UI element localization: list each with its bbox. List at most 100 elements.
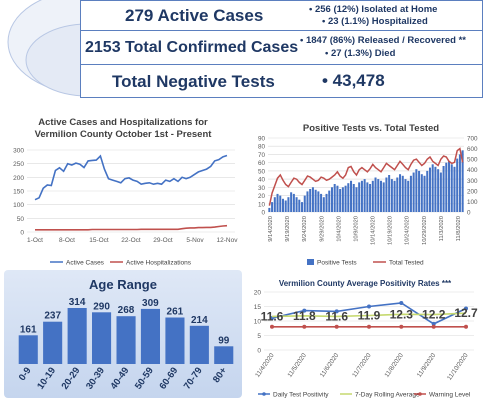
y-tick-label: 50 [17,216,25,223]
bar [442,166,445,212]
bar [393,180,396,212]
legend-total-tested: Total Tested [389,260,424,267]
x-tick-label: 22-Oct [121,237,141,244]
bar [426,170,429,212]
legend-positive-tests-swatch [307,259,314,265]
rolling-average-label: 11.9 [358,309,381,323]
age-bar [18,335,38,364]
bar [409,175,412,212]
y-right-tick-label: 400 [467,167,478,174]
x-tick-label: 11/4/2020 [254,352,276,379]
bar [388,175,391,212]
series-marker [464,306,468,311]
y-left-tick-label: 40 [258,177,266,184]
bar [295,197,298,212]
age-bar [67,308,87,364]
bar [314,189,317,212]
y-left-tick-label: 70 [258,152,266,159]
y-tick-label: 0 [257,348,261,355]
bar [363,179,366,212]
age-category-label: 50-59 [133,365,156,391]
bar [450,164,453,212]
bar [281,198,284,212]
age-category-label: 30-39 [84,365,107,391]
bar [306,191,309,212]
x-tick-label: 10/29/2020 [422,216,428,245]
age-bar [189,325,209,364]
x-tick-label: 11/8/2020 [456,216,462,241]
bar [374,177,377,212]
x-tick-label: 5-Nov [186,237,204,244]
chart4-title: Vermilion County Average Positivity Rate… [279,279,452,288]
series-marker [270,324,274,329]
chart3-title: Age Range [89,277,157,292]
bar [268,207,271,212]
y-right-tick-label: 600 [467,146,478,153]
x-tick-label: 11/7/2020 [351,352,373,379]
bar [279,195,282,212]
age-bar-value: 309 [142,298,159,309]
bar [287,197,290,212]
negative-tests-row: Total Negative Tests • 43,478 [80,64,483,98]
bar [303,195,306,212]
bar [322,197,325,212]
positivity-chart-panel: Vermilion County Average Positivity Rate… [246,270,489,400]
active-cases-row: 279 Active Cases • 256 (12%) Isolated at… [80,0,483,32]
age-bar [165,317,185,364]
bar [420,174,423,212]
bar [418,170,421,212]
series-line-total-tested [268,147,464,206]
series-line-active-cases [34,154,228,201]
y-right-tick-label: 100 [467,199,478,206]
y-left-tick-label: 80 [258,144,266,151]
chart2-title: Positive Tests vs. Total Tested [303,123,439,134]
age-bar [92,312,112,364]
y-tick-label: 100 [13,202,24,209]
y-tick-label: 200 [13,175,24,182]
bar [290,192,293,212]
x-tick-label: 11/10/2020 [446,352,470,382]
bar [453,166,456,212]
y-tick-label: 0 [20,230,24,237]
age-bar-value: 99 [218,335,230,346]
series-line-7-day-rolling-average [271,312,467,318]
bar [298,199,301,212]
rolling-average-label: 12.2 [422,308,446,322]
legend-rolling-average: 7-Day Rolling Average [355,392,420,399]
positive-tests-chart: Positive Tests vs. Total Tested 01020304… [258,123,478,267]
legend-daily-positivity: Daily Test Positivity [273,392,329,399]
y-left-tick-label: 10 [258,201,266,208]
x-tick-label: 8-Oct [59,237,75,244]
y-right-tick-label: 700 [467,136,478,143]
age-range-chart-panel: Age Range 161 237 314 290 268 309 261 214 99 0-9 1… [4,270,242,398]
bar [273,197,276,212]
bar [333,184,336,212]
age-bar [140,308,160,364]
chart1-title-line1: Active Cases and Hospitalizations for [38,117,208,128]
bar [271,202,274,212]
bar [385,177,388,212]
bar [439,172,442,212]
bar [309,189,312,212]
y-left-tick-label: 50 [258,168,266,175]
series-marker [367,324,371,329]
bar [382,182,385,212]
bar [320,193,323,212]
y-right-tick-label: 300 [467,178,478,185]
y-tick-label: 5 [257,333,261,340]
bar [276,193,279,212]
released-stat: • 1847 (86%) Released / Recovered ** [300,35,466,46]
y-tick-label: 15 [254,304,262,311]
x-tick-label: 11/6/2020 [319,352,341,379]
series-marker [399,324,404,329]
rolling-average-label: 11.6 [325,309,348,323]
bar [412,172,415,212]
bar [428,167,431,212]
legend-hospitalizations: Active Hospitalizations [126,260,192,267]
bar [311,187,314,212]
active-cases-chart: Active Cases and Hospitalizations for Ve… [13,117,238,267]
legend-warning-marker [418,392,422,396]
negative-tests-value: • 43,478 [322,71,385,90]
bar [292,193,295,212]
hospitalized-stat: • 23 (1.1%) Hospitalized [322,16,428,27]
